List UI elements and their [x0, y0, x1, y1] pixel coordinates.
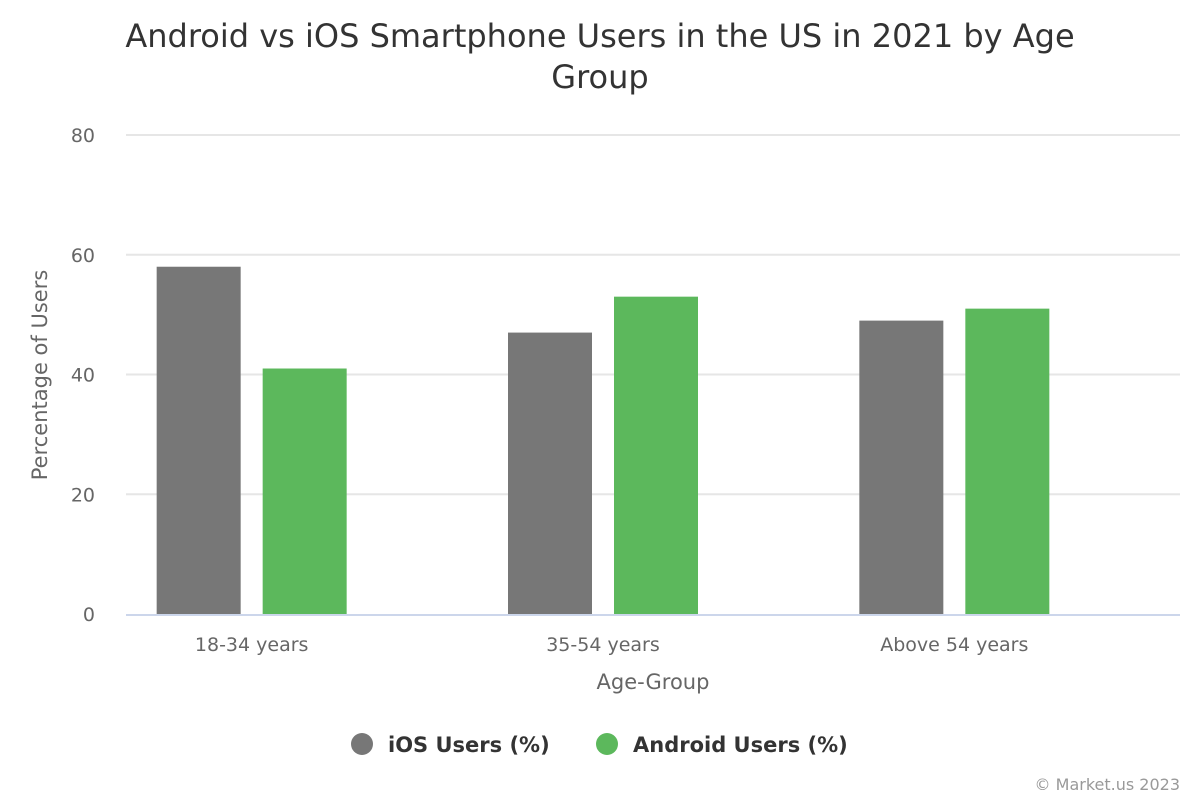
bar-android-0 [262, 368, 347, 614]
chart-title-line-2: Group [551, 58, 648, 96]
legend: iOS Users (%) Android Users (%) [351, 733, 848, 757]
bar-android-1 [614, 296, 698, 614]
y-tick-label: 40 [71, 365, 95, 387]
y-tick-label: 20 [71, 484, 95, 506]
y-tick-label: 80 [71, 125, 95, 147]
x-tick-label: 35-54 years [546, 634, 660, 656]
legend-marker-icon [351, 733, 373, 755]
bar-ios-2 [859, 320, 944, 614]
x-axis-title: Age-Group [597, 670, 710, 694]
x-axis-ticks: 18-34 years 35-54 years Above 54 years [195, 634, 1029, 656]
y-tick-label: 60 [71, 245, 95, 267]
legend-item-android[interactable]: Android Users (%) [596, 733, 848, 757]
legend-item-ios[interactable]: iOS Users (%) [351, 733, 550, 757]
bar-android-2 [965, 308, 1050, 614]
chart-title-line-1: Android vs iOS Smartphone Users in the U… [125, 17, 1074, 55]
y-tick-label: 0 [83, 604, 95, 626]
x-tick-label: 18-34 years [195, 634, 309, 656]
chart-title: Android vs iOS Smartphone Users in the U… [125, 17, 1074, 96]
bars [156, 266, 1050, 614]
legend-label: Android Users (%) [633, 733, 848, 757]
legend-label: iOS Users (%) [388, 733, 550, 757]
bar-ios-1 [508, 332, 592, 614]
y-axis-ticks: 0 20 40 60 80 [71, 125, 95, 626]
y-axis-title: Percentage of Users [28, 270, 52, 481]
x-tick-label: Above 54 years [880, 634, 1028, 656]
legend-marker-icon [596, 733, 618, 755]
credits: © Market.us 2023 [1035, 775, 1180, 794]
bar-ios-0 [156, 266, 241, 614]
